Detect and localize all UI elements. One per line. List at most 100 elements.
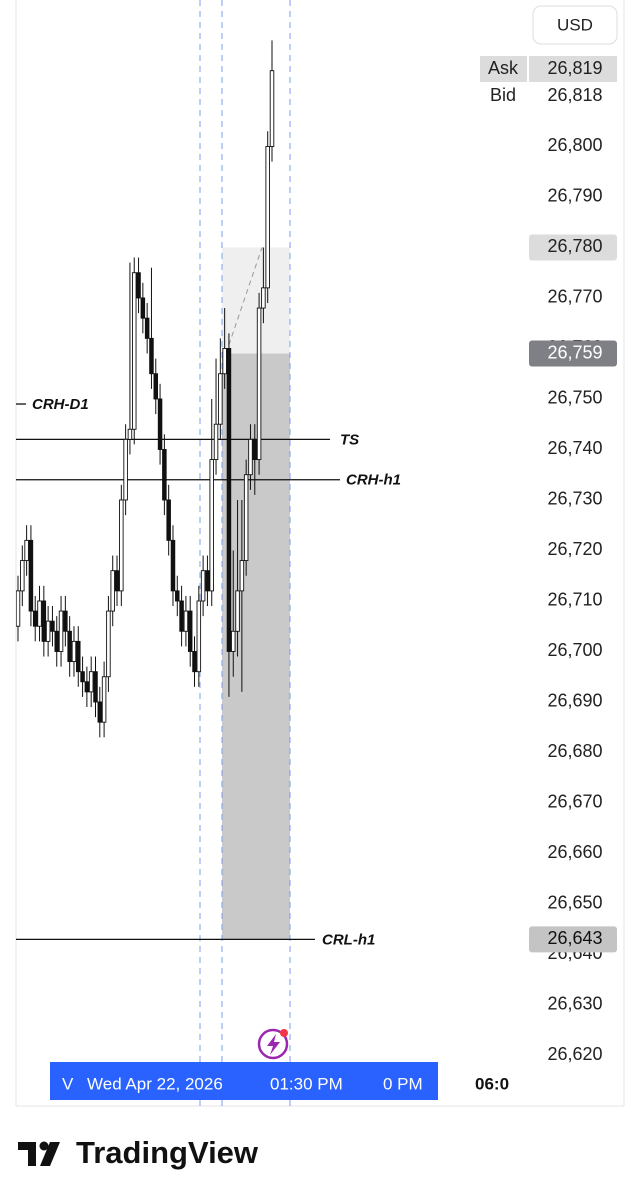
candle-body	[192, 651, 197, 673]
candle-body	[54, 630, 59, 652]
candle-body	[16, 590, 21, 627]
candle-body	[222, 348, 227, 375]
candle-body	[196, 600, 202, 673]
candle-body	[149, 337, 154, 375]
candle-body	[41, 600, 47, 642]
candle-body	[24, 539, 29, 562]
quote-name: Bid	[490, 85, 516, 105]
candle-body	[20, 560, 25, 592]
lightning-icon[interactable]	[257, 1028, 289, 1060]
candle-body	[114, 570, 120, 592]
candle-body	[67, 630, 72, 663]
price-badge	[529, 234, 617, 261]
candle-body	[213, 423, 219, 461]
candle-body	[136, 272, 141, 299]
brand-logo	[18, 1141, 60, 1166]
price-axis: 26,62026,63026,64026,65026,66026,67026,6…	[480, 56, 617, 1064]
candle-body	[183, 610, 189, 632]
candle-body	[231, 630, 236, 652]
y-tick-label: 26,730	[547, 489, 602, 509]
candle-body	[28, 539, 34, 612]
candle-body	[200, 570, 206, 602]
quote-name: Ask	[488, 58, 519, 78]
y-tick-label: 26,700	[547, 640, 602, 660]
y-tick-label: 26,740	[547, 438, 602, 458]
candle-body	[153, 373, 159, 400]
candle-body	[119, 499, 124, 592]
candle-body	[32, 610, 38, 627]
candle-body	[127, 428, 133, 440]
candle-body	[45, 620, 51, 642]
candle-body	[248, 438, 253, 476]
price-badge	[529, 340, 617, 367]
candle-body	[63, 610, 68, 632]
candle-body	[256, 307, 262, 461]
candle-body	[131, 272, 137, 430]
candle-body	[71, 640, 77, 663]
level-label: CRH-h1	[346, 472, 401, 489]
entry-path	[225, 247, 263, 354]
candle-body	[37, 600, 42, 627]
candle-body	[239, 560, 245, 592]
candle-body	[205, 570, 210, 592]
candle-body	[144, 317, 150, 339]
plot	[16, 0, 340, 1106]
candle-body	[162, 449, 167, 501]
level-label: CRH-D1	[32, 396, 89, 413]
y-tick-label: 26,690	[547, 691, 602, 711]
candle-body	[243, 474, 249, 562]
time-label: 0 PM	[383, 1074, 423, 1093]
candle-body	[226, 348, 232, 652]
candle-body	[58, 610, 64, 652]
price-badge	[529, 926, 617, 953]
quote-badge	[529, 56, 617, 82]
quote-price: 26,819	[547, 58, 602, 78]
y-tick-label: 26,770	[547, 287, 602, 307]
candle-body	[84, 681, 90, 693]
quote-tag	[480, 56, 527, 82]
time-label: Wed Apr 22, 2026	[87, 1074, 223, 1093]
candle-body	[179, 600, 184, 632]
y-tick-label: 26,650	[547, 893, 602, 913]
candle-body	[235, 590, 240, 632]
y-tick-label: 26,620	[547, 1044, 602, 1064]
target-zone	[222, 247, 290, 354]
y-tick-label: 26,670	[547, 792, 602, 812]
candle-body	[140, 297, 146, 319]
candle-body	[88, 671, 94, 693]
candle-body	[265, 146, 270, 289]
candle-body	[106, 610, 111, 678]
level-label: TS	[340, 431, 359, 448]
time-label: 06:0	[475, 1074, 509, 1093]
candle-body	[252, 438, 258, 461]
y-tick-label: 26,710	[547, 590, 602, 610]
time-label: 01:30 PM	[270, 1074, 343, 1093]
candle-body	[110, 570, 115, 612]
price-badge-label: 26,759	[547, 342, 602, 362]
candle-body	[93, 671, 98, 703]
candle-body	[170, 539, 176, 592]
candle-body	[175, 590, 180, 602]
candle-body	[166, 499, 171, 541]
y-tick-label: 26,630	[547, 994, 602, 1014]
y-tick-label: 26,750	[547, 388, 602, 408]
level-label: CRL-h1	[322, 931, 375, 948]
time-crosshair-label	[50, 1062, 438, 1100]
time-label: V	[62, 1074, 74, 1093]
y-tick-label: 26,660	[547, 842, 602, 862]
candle-body	[101, 676, 107, 723]
y-tick-label: 26,790	[547, 186, 602, 206]
candle-body	[50, 620, 55, 632]
price-badge-label: 26,780	[547, 236, 602, 256]
currency: USD	[557, 15, 593, 34]
candle-body	[269, 70, 275, 147]
candle-body	[76, 640, 81, 673]
candle-body	[261, 287, 266, 309]
quote-price: 26,818	[547, 85, 602, 105]
candle-body	[157, 398, 163, 450]
currency-box[interactable]	[532, 5, 618, 45]
y-tick-label: 26,800	[547, 135, 602, 155]
candle-body	[187, 610, 193, 652]
candle-body	[218, 373, 223, 425]
